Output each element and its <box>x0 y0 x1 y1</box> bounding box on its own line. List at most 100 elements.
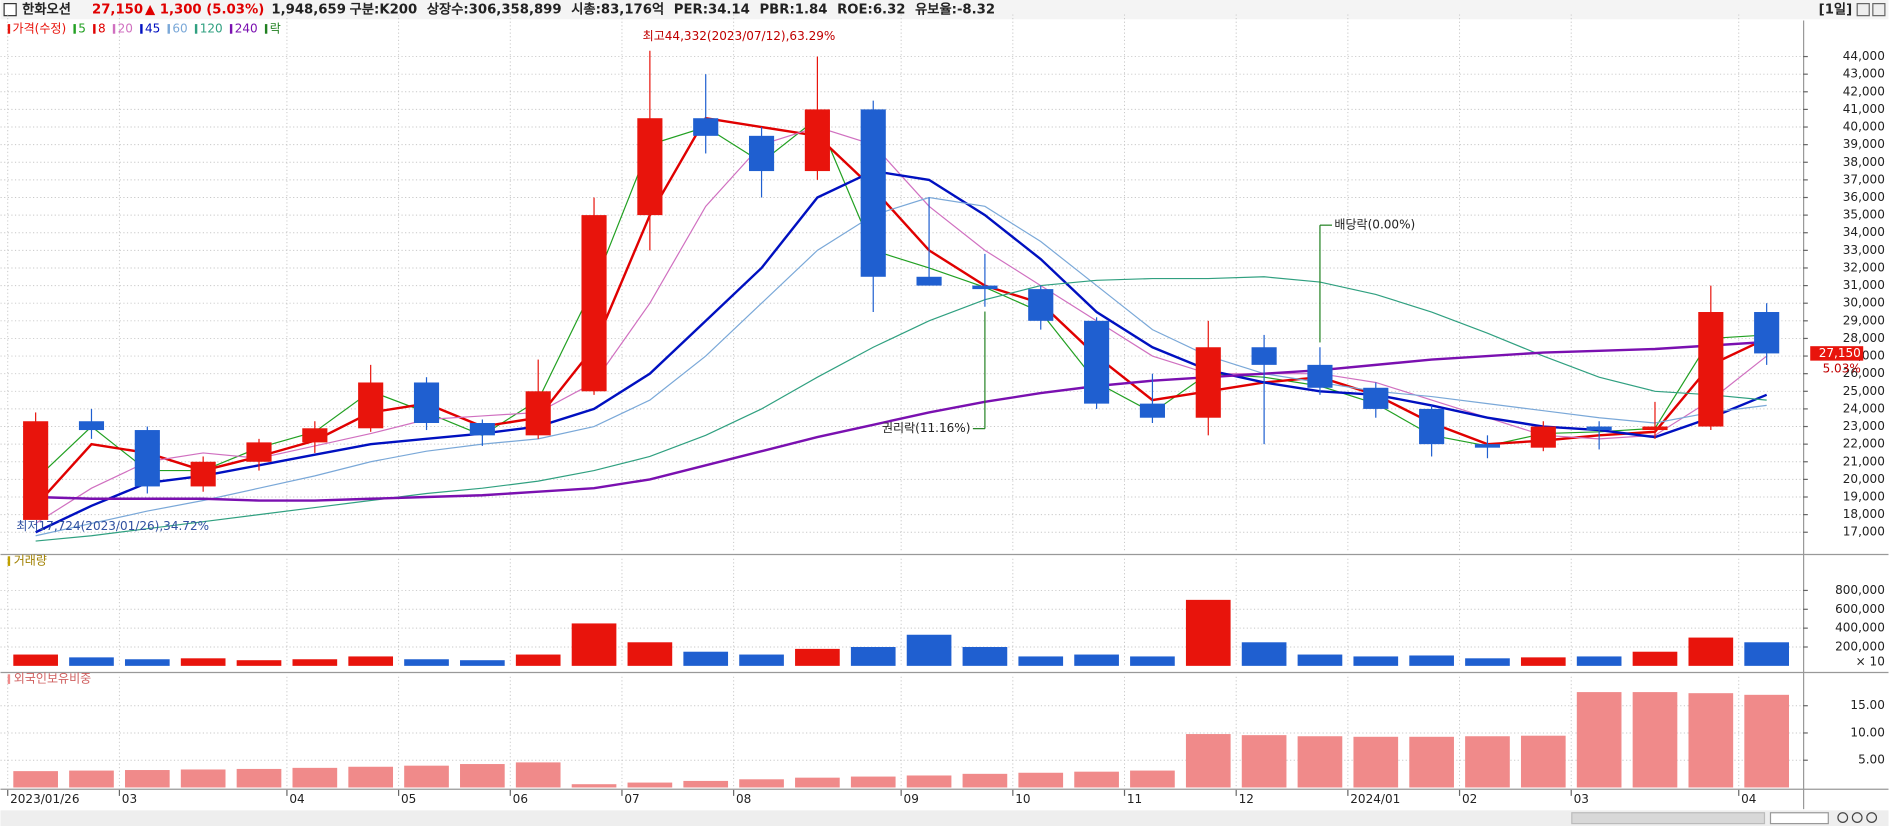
y-tick-label: 33,000 <box>1843 243 1885 257</box>
bar <box>1185 734 1231 788</box>
legend-entry: 240 <box>235 21 258 35</box>
legend-swatch <box>194 24 198 34</box>
bar <box>739 654 784 666</box>
bar <box>292 659 338 666</box>
candle-body <box>804 109 830 172</box>
bar <box>1409 655 1454 666</box>
close-button[interactable] <box>1872 3 1886 17</box>
candle-body <box>358 382 384 429</box>
bar <box>1130 656 1175 666</box>
bar <box>1241 642 1287 666</box>
legend-swatch <box>167 24 170 34</box>
x-tick-label: 09 <box>904 792 919 806</box>
y-tick-label: 10.00 <box>1850 725 1884 739</box>
legend-entry: 60 <box>172 21 187 35</box>
bar <box>1297 736 1343 788</box>
header-item: 상장수:306,358,899 <box>427 1 562 18</box>
candle-body <box>134 430 160 487</box>
moving-average-line <box>35 169 1768 534</box>
y-tick-label: 31,000 <box>1843 278 1885 292</box>
x-tick-label: 04 <box>289 792 304 806</box>
bar <box>1576 656 1622 666</box>
candle-body <box>1698 312 1724 427</box>
volume: 1,948,659 <box>271 3 346 18</box>
y-tick-label: 25,000 <box>1843 384 1885 398</box>
moving-average-line <box>35 276 1767 542</box>
period[interactable]: [1일] <box>1819 2 1852 18</box>
bar <box>850 647 896 666</box>
x-tick-label: 11 <box>1127 792 1142 806</box>
legend-title: 가격(수정) <box>13 21 67 35</box>
legend-swatch <box>73 24 76 34</box>
bar <box>515 654 561 666</box>
bar <box>795 777 840 788</box>
x-tick-label: 02 <box>1462 792 1477 806</box>
bar <box>348 656 394 666</box>
header-item: 유보율:-8.32 <box>915 1 995 18</box>
y-tick-label: 200,000 <box>1835 640 1885 654</box>
bar <box>124 659 170 666</box>
legend-swatch <box>7 556 11 566</box>
y-tick-label: 26,000 <box>1843 366 1885 380</box>
bar <box>906 775 952 788</box>
y-tick-label: 5.00 <box>1858 753 1885 767</box>
y-tick-label: 22,000 <box>1843 437 1885 451</box>
bar <box>571 784 617 788</box>
legend-swatch <box>112 24 116 34</box>
legend-entry: 8 <box>98 21 106 35</box>
legend-swatch <box>7 24 11 34</box>
bar <box>906 634 952 666</box>
y-tick-label: 24,000 <box>1843 401 1885 415</box>
header-item: 시총:83,176억 <box>571 2 664 18</box>
header-item: 구분:K200 <box>350 2 418 18</box>
change: ▲ 1,300 (5.03%) <box>145 3 264 18</box>
scrollbar-thumb[interactable] <box>1571 812 1766 825</box>
header-item: PER:34.14 <box>674 3 750 18</box>
candle-body <box>916 276 942 286</box>
bar <box>1353 656 1399 666</box>
y-tick-label: 30,000 <box>1843 296 1885 310</box>
annotation: 최고44,332(2023/07/12),63.29% <box>643 29 836 43</box>
zoom-out[interactable] <box>1851 812 1863 823</box>
bar <box>1409 736 1454 788</box>
bar <box>292 767 338 788</box>
y-tick-label: 19,000 <box>1843 490 1885 504</box>
restore-button[interactable] <box>1856 3 1870 17</box>
bar <box>1018 772 1064 788</box>
y-tick-label: 40,000 <box>1843 120 1885 134</box>
y-tick-label: 38,000 <box>1843 155 1885 169</box>
y-tick-label: 15.00 <box>1850 698 1884 712</box>
zoom-reset[interactable] <box>1866 812 1878 823</box>
bar <box>1297 654 1343 666</box>
zoom-slider[interactable] <box>1769 812 1829 825</box>
bar <box>850 776 896 788</box>
candle-body <box>1251 347 1277 365</box>
candle-body <box>1028 289 1054 321</box>
bar <box>515 762 561 788</box>
candle-body <box>748 135 775 172</box>
bar <box>571 623 617 666</box>
zoom-in[interactable] <box>1837 812 1849 823</box>
legend-entry: 락 <box>270 21 281 35</box>
candle-body <box>693 118 719 136</box>
bar <box>348 766 394 788</box>
bar <box>1520 657 1566 666</box>
bar <box>404 765 449 788</box>
candle-body <box>1530 426 1556 448</box>
bar <box>962 773 1008 788</box>
legend-entry: 5 <box>78 21 86 35</box>
y-tick-label: 39,000 <box>1843 137 1885 151</box>
candle-body <box>413 382 440 424</box>
bar <box>1576 692 1622 788</box>
checkbox[interactable] <box>3 3 17 17</box>
bar <box>1744 694 1789 788</box>
price: 27,150 <box>92 3 143 18</box>
header-bar <box>0 0 1889 20</box>
y-tick-label: 400,000 <box>1835 621 1885 635</box>
bar <box>69 657 114 666</box>
bar <box>1632 692 1678 788</box>
x-tick-label: 2023/01/26 <box>10 792 79 806</box>
legend-swatch <box>264 24 268 34</box>
bar <box>1688 637 1734 666</box>
